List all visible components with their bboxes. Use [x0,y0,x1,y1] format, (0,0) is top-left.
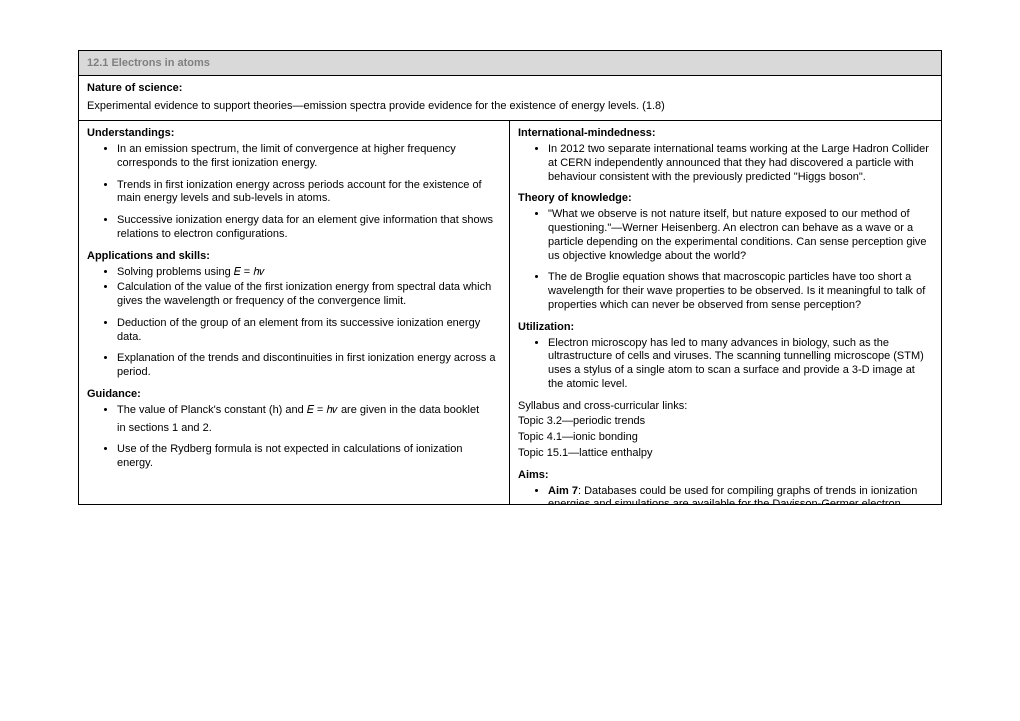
left-column: Understandings: In an emission spectrum,… [79,121,510,504]
aim-body: : Databases could be used for compiling … [548,485,917,505]
guidance-item-line1: The value of Planck's constant (h) and 𝐸… [117,404,479,416]
list-item: "What we observe is not nature itself, b… [548,208,933,263]
list-item: Explanation of the trends and discontinu… [117,352,501,380]
link-item: Topic 4.1—ionic bonding [518,431,933,445]
list-item: Solving problems using 𝐸 = ℎ𝜈 [117,266,501,280]
list-item: Electron microscopy has led to many adva… [548,337,933,392]
list-item: Trends in first ionization energy across… [117,179,501,207]
main-row: Understandings: In an emission spectrum,… [79,121,941,504]
understandings-heading: Understandings: [87,127,501,139]
guidance-list: The value of Planck's constant (h) and 𝐸… [87,404,501,471]
list-item: In an emission spectrum, the limit of co… [117,143,501,171]
aims-list: Aim 7: Databases could be used for compi… [518,485,933,505]
nos-body: Experimental evidence to support theorie… [87,100,933,112]
right-column: International-mindedness: In 2012 two se… [510,121,941,504]
tok-list: "What we observe is not nature itself, b… [518,208,933,312]
applications-heading: Applications and skills: [87,250,501,262]
applications-list: Solving problems using 𝐸 = ℎ𝜈 Calculatio… [87,266,501,380]
list-item: Calculation of the value of the first io… [117,281,501,309]
list-item: Use of the Rydberg formula is not expect… [117,443,501,471]
list-item: Deduction of the group of an element fro… [117,317,501,345]
list-item: The value of Planck's constant (h) and 𝐸… [117,404,501,436]
aims-heading: Aims: [518,469,933,481]
links-heading: Syllabus and cross-curricular links: [518,400,933,414]
link-item: Topic 15.1—lattice enthalpy [518,447,933,461]
list-item: Successive ionization energy data for an… [117,214,501,242]
guidance-item-line2: in sections 1 and 2. [117,422,501,436]
tok-heading: Theory of knowledge: [518,192,933,204]
syllabus-page: 12.1 Electrons in atoms Nature of scienc… [0,0,1020,505]
list-item: The de Broglie equation shows that macro… [548,271,933,312]
intl-heading: International-mindedness: [518,127,933,139]
link-item: Topic 3.2—periodic trends [518,415,933,429]
list-item: In 2012 two separate international teams… [548,143,933,184]
intl-list: In 2012 two separate international teams… [518,143,933,184]
guidance-heading: Guidance: [87,388,501,400]
nature-of-science-row: Nature of science: Experimental evidence… [79,76,941,121]
syllabus-table: 12.1 Electrons in atoms Nature of scienc… [78,50,942,505]
util-list: Electron microscopy has led to many adva… [518,337,933,392]
util-heading: Utilization: [518,321,933,333]
list-item: Aim 7: Databases could be used for compi… [548,485,933,505]
nos-heading: Nature of science: [87,82,933,94]
understandings-list: In an emission spectrum, the limit of co… [87,143,501,242]
aim-label: Aim 7 [548,485,578,497]
topic-title: 12.1 Electrons in atoms [79,51,941,76]
